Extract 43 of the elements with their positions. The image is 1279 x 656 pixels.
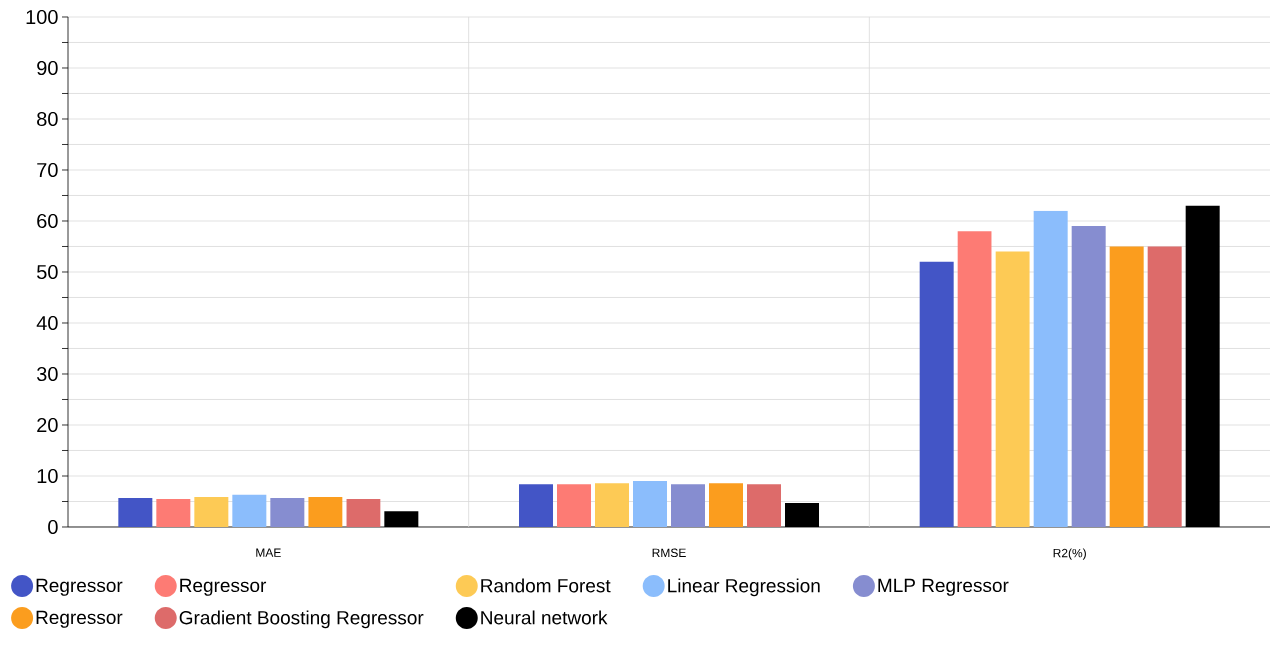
legend-label: Gradient Boosting Regressor <box>179 610 424 629</box>
bar <box>995 251 1030 527</box>
x-tick-label: RMSE <box>652 548 686 558</box>
legend-label: MLP Regressor <box>878 578 1009 596</box>
bar <box>1109 246 1144 527</box>
y-tick-label: 100 <box>26 9 58 25</box>
legend-label: Regressor <box>180 578 267 596</box>
bar <box>1147 246 1182 527</box>
bar <box>919 261 954 527</box>
legend-label: Random Forest <box>481 578 611 593</box>
bar <box>118 497 153 527</box>
y-tick-label: 30 <box>36 366 58 382</box>
bar <box>1033 210 1068 527</box>
y-tick-label: 70 <box>37 162 58 178</box>
bar <box>308 496 343 527</box>
y-tick-label: 10 <box>37 468 58 484</box>
bar <box>519 484 553 527</box>
bar <box>557 484 592 527</box>
bar <box>957 231 992 527</box>
bar <box>671 484 706 527</box>
legend-label: Regressor <box>36 578 123 596</box>
y-tick-label: 0 <box>48 519 58 535</box>
bar <box>595 483 630 527</box>
x-tick-label: MAE <box>256 548 281 557</box>
legend-label: Regressor <box>36 610 123 628</box>
bar <box>346 498 381 527</box>
bar <box>156 498 191 527</box>
y-tick-label: 50 <box>37 264 58 280</box>
legend-label: Linear Regression <box>668 578 820 597</box>
bar <box>709 483 744 527</box>
y-tick-label: 20 <box>37 417 58 433</box>
bar <box>194 496 229 527</box>
y-tick-label: 60 <box>37 213 58 229</box>
bar <box>747 484 782 527</box>
x-tick-label: R2(%) <box>1053 548 1086 560</box>
bar <box>270 497 305 527</box>
y-tick-label: 90 <box>37 60 58 76</box>
y-tick-label: 80 <box>37 111 58 127</box>
legend-label: Neural network <box>481 610 608 625</box>
bar <box>1071 226 1106 527</box>
bar <box>633 481 668 527</box>
y-tick-label: 40 <box>36 315 58 331</box>
bar <box>232 494 267 527</box>
